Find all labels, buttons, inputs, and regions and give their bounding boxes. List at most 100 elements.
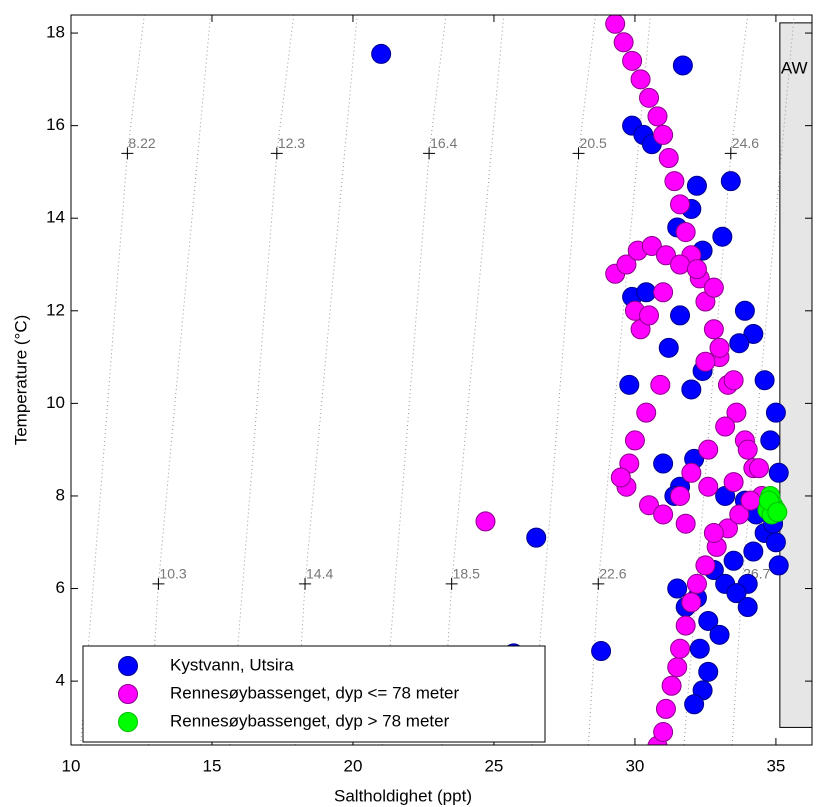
point [748, 458, 769, 479]
point [698, 439, 719, 460]
point [737, 597, 758, 618]
point [686, 573, 707, 594]
isopycnal-marker [423, 147, 436, 160]
point [686, 175, 707, 196]
point [720, 171, 741, 192]
point [475, 511, 496, 532]
isopycnal-marker [299, 577, 312, 590]
point [667, 578, 688, 599]
point [639, 495, 660, 516]
isopycnal-label: 18.5 [453, 566, 480, 582]
isopycnal-label: 14.4 [306, 566, 333, 582]
x-tick-label: 10 [62, 756, 81, 775]
point [767, 502, 788, 523]
y-tick-label: 8 [56, 485, 65, 504]
point [639, 87, 660, 108]
point [768, 462, 789, 483]
point [650, 374, 671, 395]
isopycnal-marker [152, 577, 165, 590]
y-axis-label: Temperature (°C) [11, 315, 30, 446]
point [653, 282, 674, 303]
point [526, 527, 547, 548]
point [765, 402, 786, 423]
legend-marker [118, 712, 138, 732]
point [639, 305, 660, 326]
legend-label: Rennesøybassenget, dyp > 78 meter [170, 711, 450, 730]
point [613, 32, 634, 53]
point [698, 610, 719, 631]
point [726, 402, 747, 423]
point [670, 254, 691, 275]
point [672, 55, 693, 76]
point [695, 351, 716, 372]
point [624, 430, 645, 451]
point [667, 657, 688, 678]
isopycnal-marker [592, 577, 605, 590]
isopycnal-label: 8.22 [128, 135, 155, 151]
point [723, 550, 744, 571]
isopycnal-label: 22.6 [599, 566, 626, 582]
isopycnal-label: 12.3 [278, 135, 305, 151]
x-tick-label: 15 [203, 756, 222, 775]
point [703, 522, 724, 543]
point [723, 370, 744, 391]
point [723, 472, 744, 493]
region [779, 22, 812, 728]
point [622, 50, 643, 71]
point [686, 259, 707, 280]
point [670, 638, 691, 659]
axes: 10 15 20 25 30 35 4 6 8 10 12 14 16 18 [46, 15, 812, 775]
isopycnal-label: 24.6 [732, 135, 759, 151]
point [729, 504, 750, 525]
y-tick-label: 4 [56, 671, 65, 690]
point [658, 148, 679, 169]
point [653, 722, 674, 743]
isopycnal-marker [121, 147, 134, 160]
legend: Kystvann, Utsira Rennesøybassenget, dyp <… [82, 645, 546, 743]
y-tick-label: 10 [46, 393, 65, 412]
point [743, 323, 764, 344]
isopycnal-marker [572, 147, 585, 160]
point [709, 337, 730, 358]
legend-label: Kystvann, Utsira [170, 655, 294, 674]
x-tick-label: 25 [484, 756, 503, 775]
point [698, 661, 719, 682]
point [737, 439, 758, 460]
point [661, 675, 682, 696]
legend-label: Rennesøybassenget, dyp <= 78 meter [170, 683, 460, 702]
point [765, 532, 786, 553]
plot-area: AW8.22 12.3 16.4 20.5 24.610.3 14.4 18.5 22.6 26… [80, 15, 812, 745]
axes-frame [70, 14, 813, 746]
point [636, 282, 657, 303]
point [591, 641, 612, 662]
x-axis-label: Saltholdighet (ppt) [334, 786, 472, 805]
isopycnal [381, 15, 447, 745]
point [734, 300, 755, 321]
y-tick-label: 16 [46, 115, 65, 134]
point [715, 416, 736, 437]
point [698, 476, 719, 497]
point [726, 583, 747, 604]
x-tick-label: 30 [625, 756, 644, 775]
legend-box [82, 645, 546, 743]
point [655, 698, 676, 719]
point [709, 624, 730, 645]
point [703, 277, 724, 298]
point [743, 541, 764, 562]
x-tick-label: 20 [344, 756, 363, 775]
y-tick-label: 18 [46, 23, 65, 42]
isopycnal [531, 15, 596, 745]
point [703, 319, 724, 340]
point [675, 513, 696, 534]
isopycnal [229, 15, 295, 745]
point [670, 485, 691, 506]
point [664, 171, 685, 192]
point [641, 235, 662, 256]
y-tick-label: 12 [46, 300, 65, 319]
point [655, 245, 676, 266]
point [653, 124, 674, 145]
isopycnal-label: 20.5 [580, 135, 607, 151]
point [768, 555, 789, 576]
point [619, 374, 640, 395]
